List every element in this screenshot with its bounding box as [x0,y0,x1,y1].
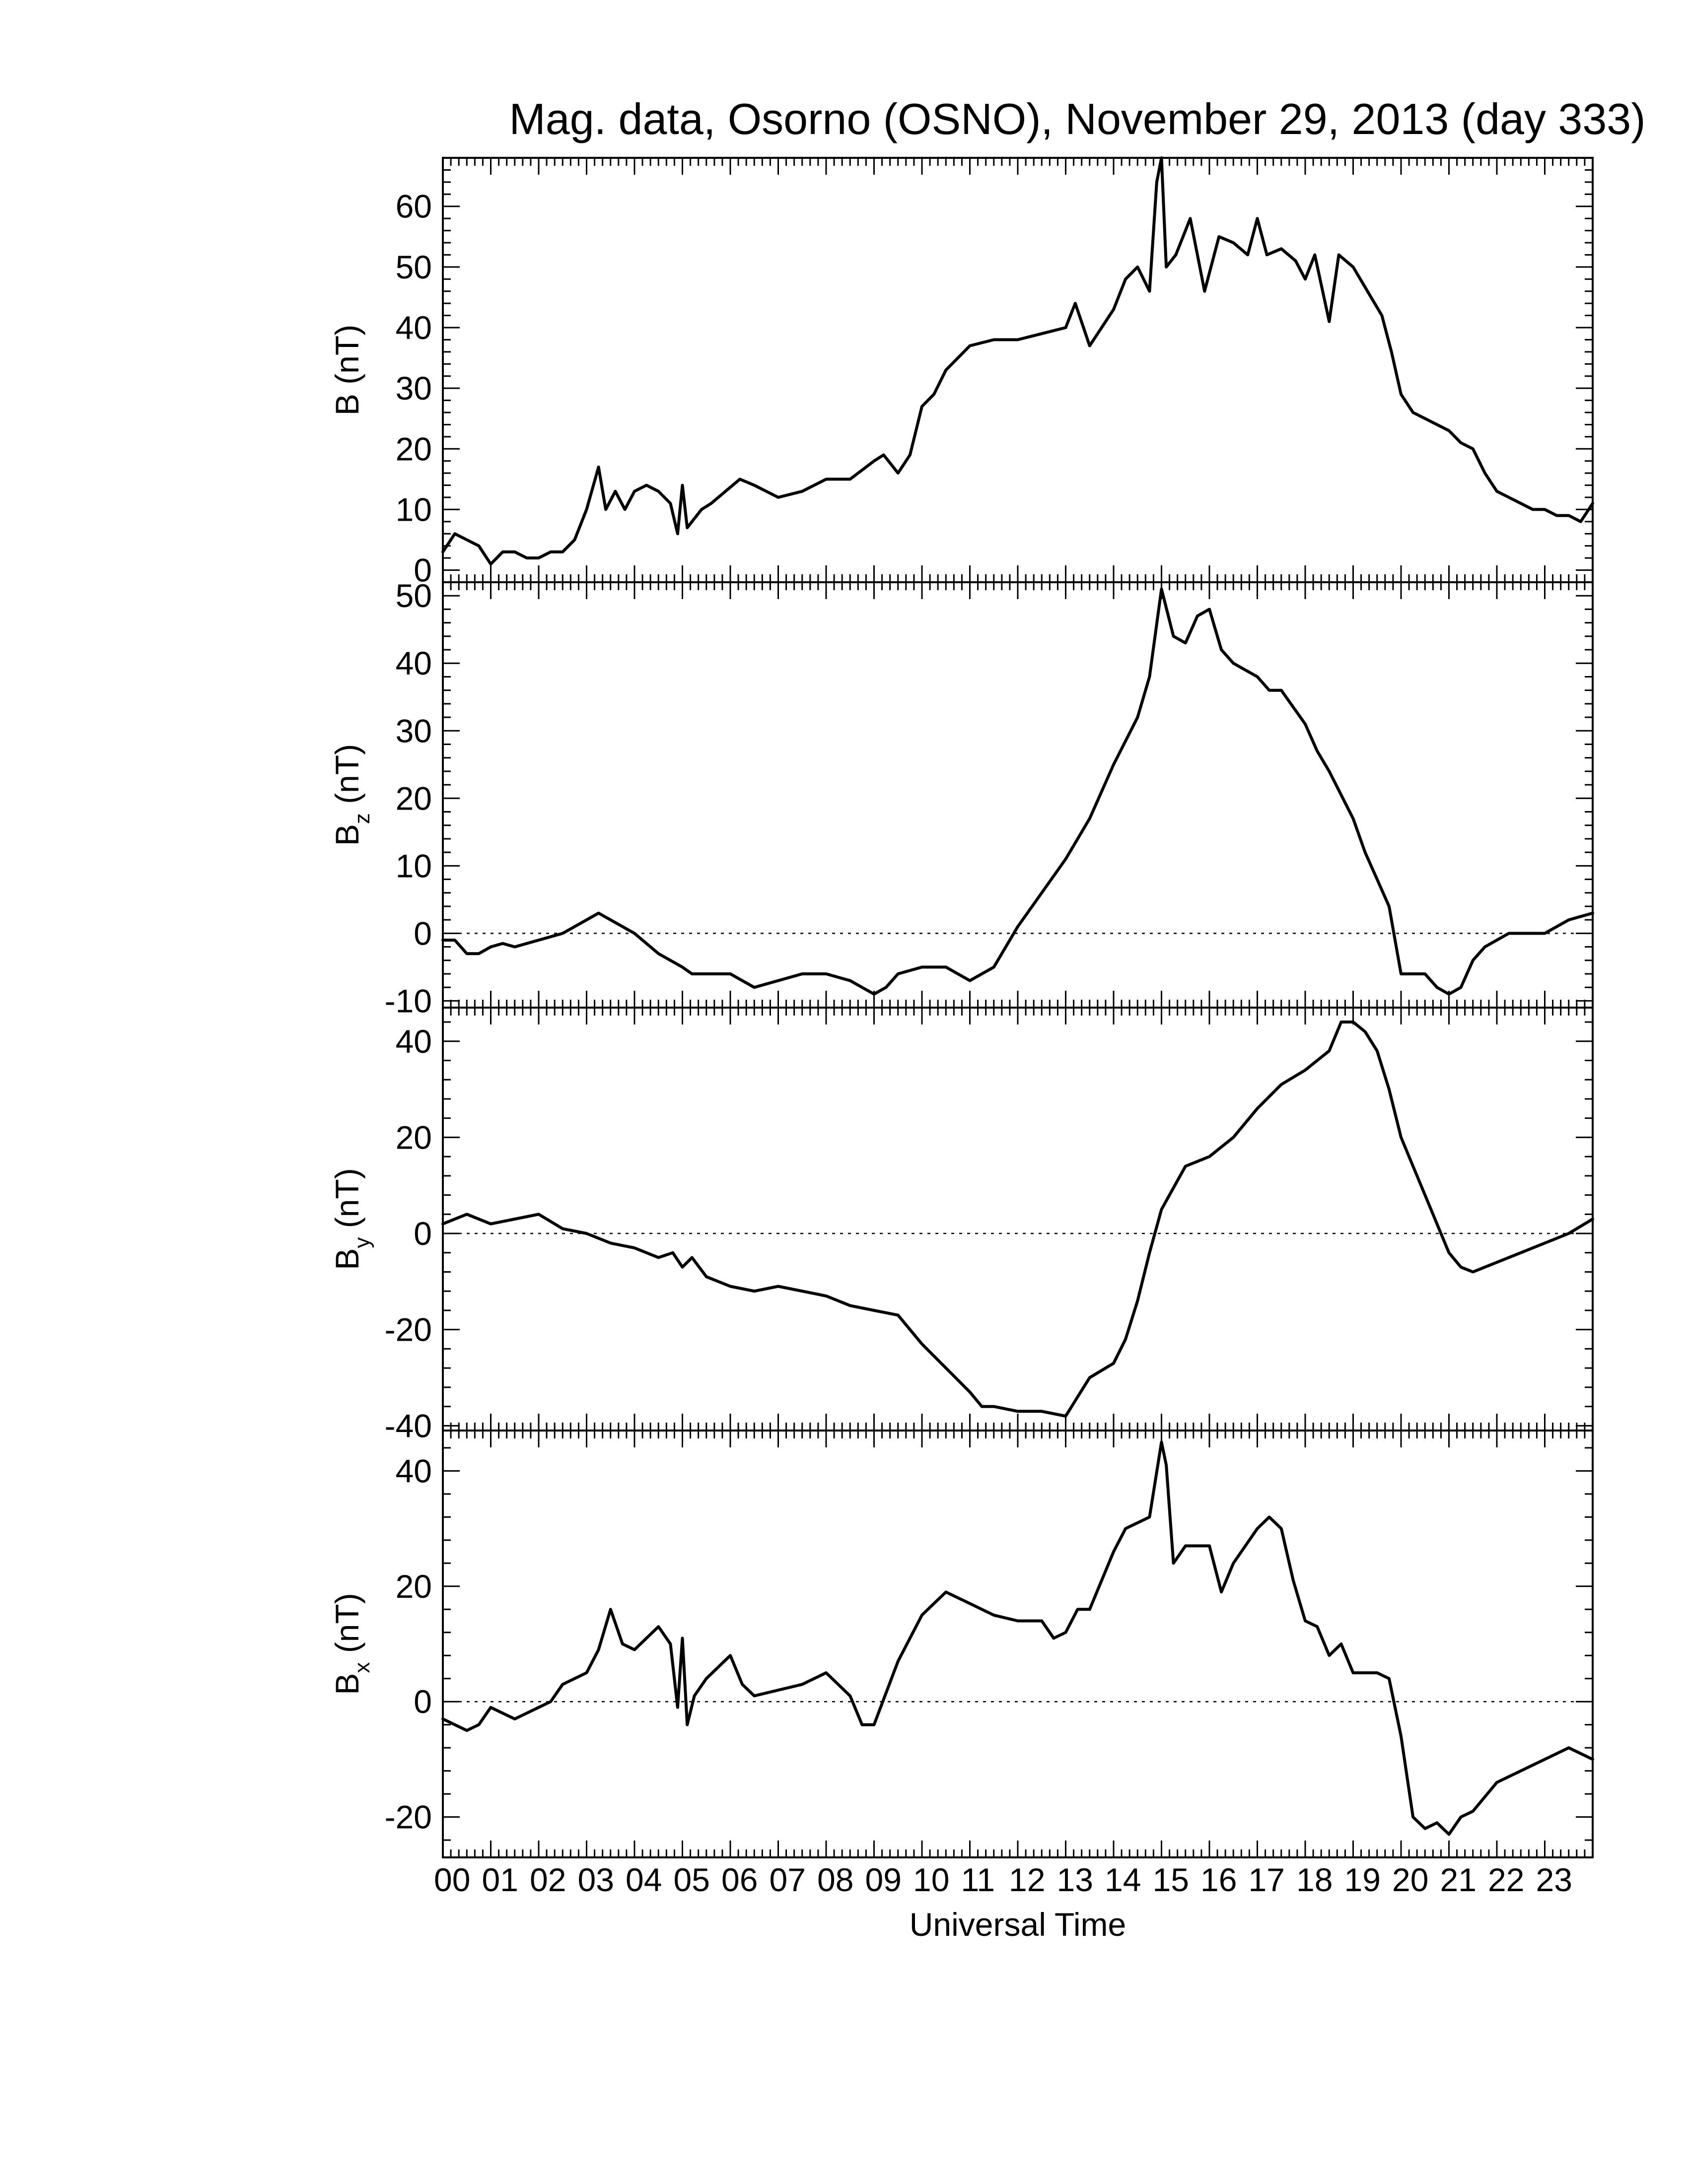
x-tick-label: 11 [961,1861,995,1898]
y-axis-label-unit: (nT) [329,1593,365,1662]
y-axis-label-subscript: x [350,1662,374,1673]
x-axis-label: Universal Time [910,1906,1126,1943]
y-tick-label: -40 [385,1407,432,1444]
x-tick-label: 22 [1488,1861,1524,1898]
y-tick-label: 0 [414,1215,432,1252]
y-tick-label: 40 [396,309,432,346]
x-tick-label: 19 [1344,1861,1381,1898]
y-tick-label: -10 [385,982,432,1019]
x-tick-label: 00 [434,1861,470,1898]
x-tick-label: 23 [1536,1861,1572,1898]
y-axis-label-unit: (nT) [329,1168,365,1237]
x-tick-label: 21 [1440,1861,1477,1898]
x-tick-label: 10 [913,1861,949,1898]
series-line-Bx [441,1440,1594,1836]
x-tick-label: 01 [482,1861,518,1898]
series-line-By [441,1021,1594,1418]
y-axis-label-subscript: z [350,813,374,824]
panel-Bz: -10 0 10 20 30 40 50 Bz (nT) [329,577,1594,1019]
y-tick-label: 40 [396,645,432,682]
y-tick-label: 20 [396,1119,432,1156]
y-tick-label: 10 [396,491,432,528]
panel-B: 0 10 20 30 40 50 60 B (nT) [329,156,1594,589]
y-tick-label: 20 [396,430,432,467]
y-tick-label: 0 [414,552,432,589]
x-tick-label: 20 [1392,1861,1428,1898]
y-tick-label: 30 [396,712,432,749]
y-tick-label: 10 [396,847,432,884]
panel-frame-B [442,157,1594,583]
y-tick-label: 50 [396,577,432,614]
chart-panels: 0 10 20 30 40 50 60 B (nT) -10 0 10 20 30 40 50 Bz (nT)… [329,156,1594,1858]
y-axis-label-unit: (nT) [329,325,365,394]
y-axis-label-main: B [329,1248,365,1270]
y-tick-label: 60 [396,188,432,225]
x-tick-label: 18 [1296,1861,1333,1898]
y-tick-label: 30 [396,370,432,407]
y-axis-label-main: B [329,394,365,415]
x-tick-label: 17 [1249,1861,1285,1898]
y-axis-label-subscript: y [350,1237,374,1248]
y-tick-label: -20 [385,1311,432,1348]
x-axis-tick-labels: 00 01 02 03 04 05 06 07 08 09 10 11 12 13 14 15 16 17 18 19… [434,1861,1572,1898]
y-axis-label-B: B (nT) [329,325,365,415]
y-tick-label: 40 [396,1023,432,1060]
y-tick-label: 0 [414,915,432,952]
panel-frame-By [442,1007,1594,1432]
x-tick-label: 06 [721,1861,758,1898]
x-tick-label: 12 [1009,1861,1045,1898]
series-line-Bz [441,587,1594,996]
panel-frame-Bx [442,1430,1594,1858]
y-axis-label-main: B [329,824,365,846]
y-axis-label-By: By (nT) [329,1168,374,1270]
panel-By: -40 -20 0 20 40 By (nT) [329,1007,1594,1444]
y-tick-label: 50 [396,249,432,285]
x-tick-label: 14 [1105,1861,1141,1898]
y-tick-label: 20 [396,1568,432,1605]
chart-title: Mag. data, Osorno (OSNO), November 29, 2… [509,94,1645,143]
x-tick-label: 02 [530,1861,566,1898]
x-tick-label: 13 [1057,1861,1093,1898]
y-tick-label: -20 [385,1799,432,1836]
y-axis-label-main: B [329,1673,365,1695]
x-tick-label: 15 [1153,1861,1189,1898]
panel-Bx: -20 0 20 40 Bx (nT) [329,1430,1594,1858]
x-tick-label: 08 [817,1861,853,1898]
y-tick-label: 0 [414,1683,432,1720]
panel-frame-Bz [442,581,1594,1009]
x-tick-label: 05 [674,1861,710,1898]
series-line-B [441,156,1594,566]
y-axis-label-Bz: Bz (nT) [329,744,374,846]
y-axis-label-unit: (nT) [329,744,365,813]
y-tick-label: 20 [396,780,432,817]
y-tick-label: 40 [396,1452,432,1489]
x-tick-label: 16 [1200,1861,1237,1898]
x-tick-label: 03 [578,1861,614,1898]
x-tick-label: 09 [865,1861,902,1898]
x-tick-label: 07 [770,1861,806,1898]
x-tick-label: 04 [626,1861,662,1898]
y-axis-label-Bx: Bx (nT) [329,1593,374,1695]
